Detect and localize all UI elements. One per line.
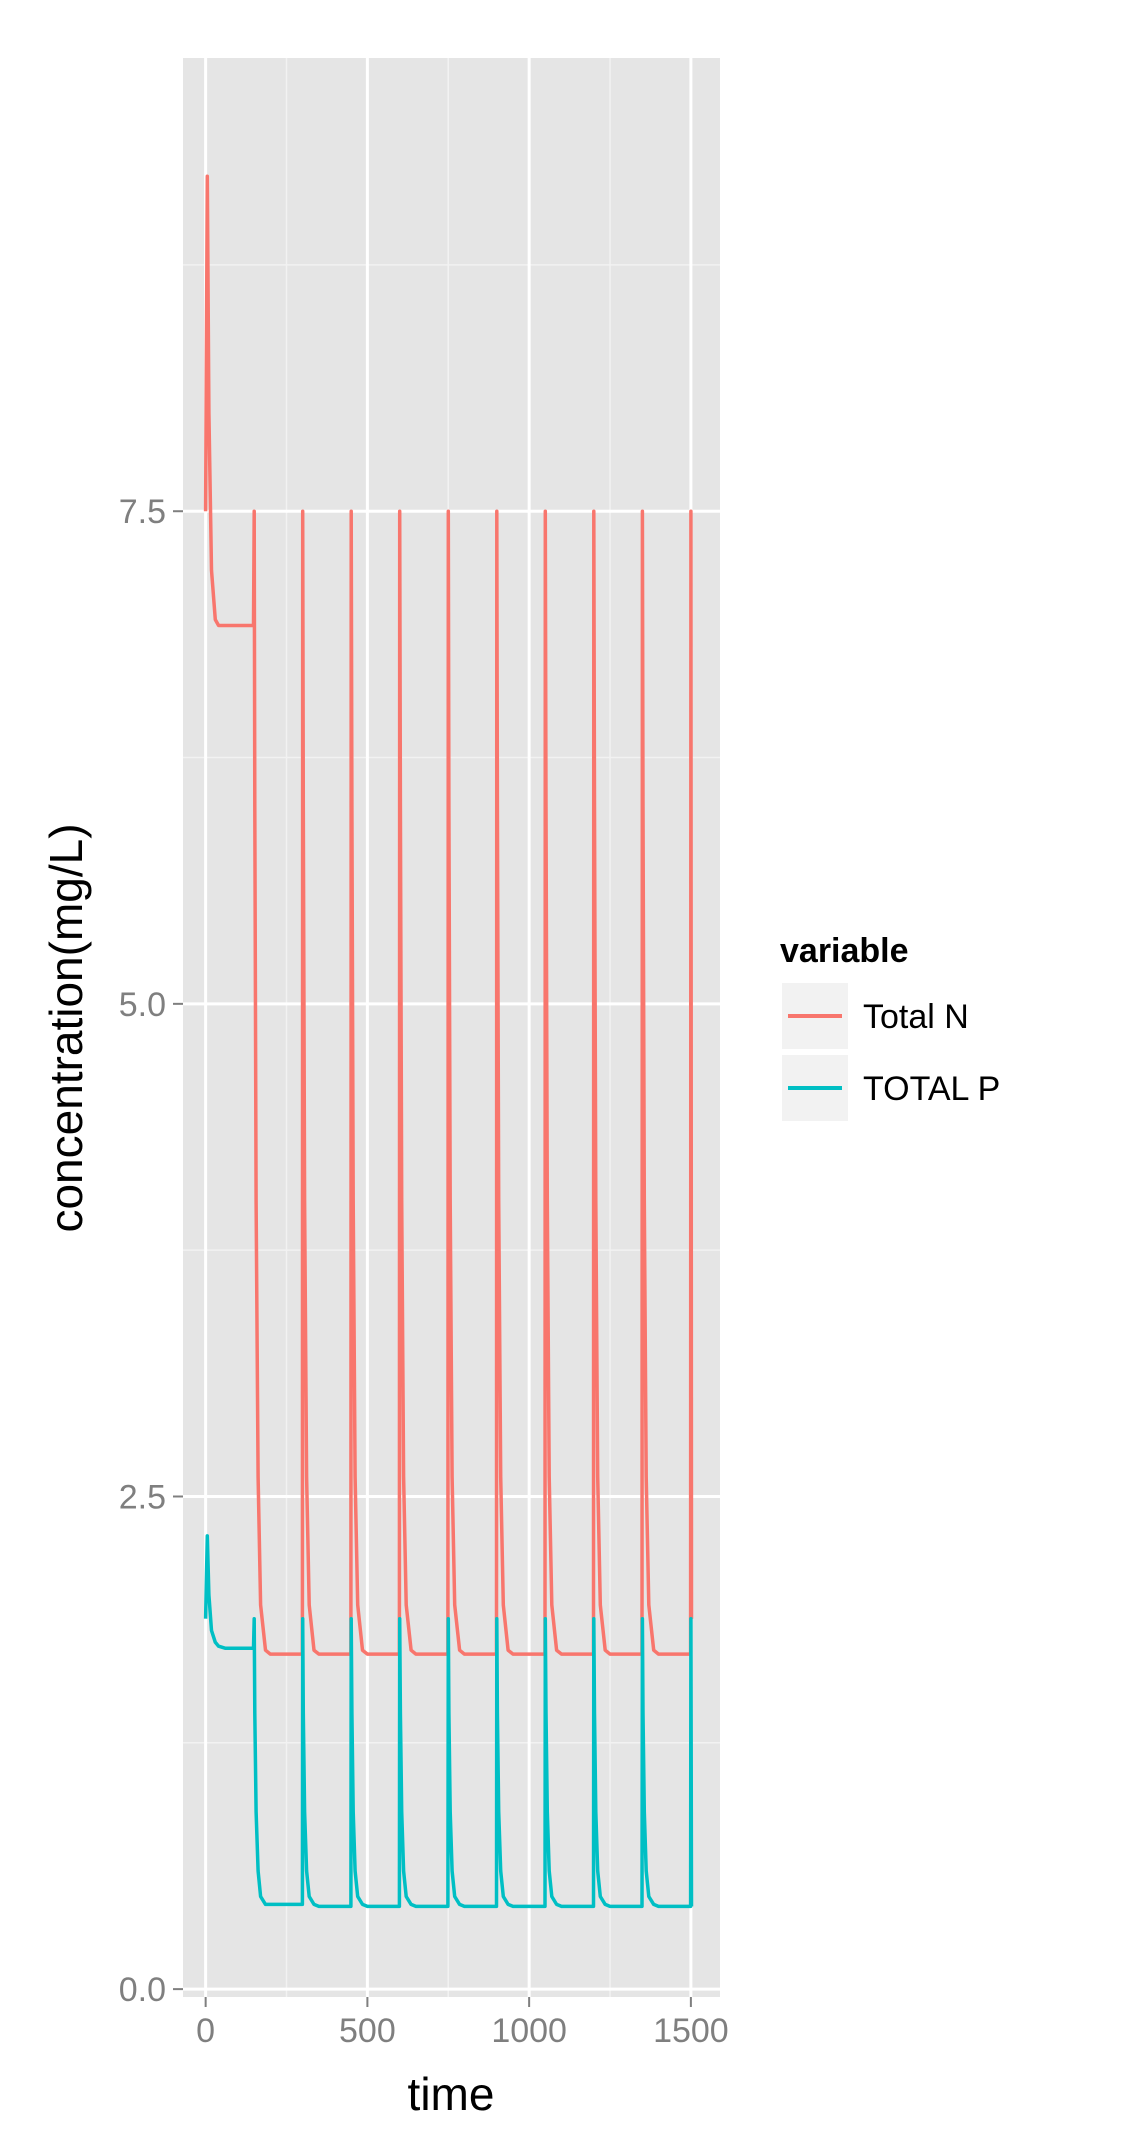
x-tick-label: 0 (196, 2012, 215, 2050)
x-axis: 0 500 1000 1500 (196, 1997, 729, 2050)
y-axis: 0.0 2.5 5.0 7.5 (119, 493, 183, 2009)
y-tick-label: 0.0 (119, 1971, 166, 2009)
legend-entry-total-n: Total N (780, 981, 969, 1051)
legend-label-total-n: Total N (863, 998, 969, 1036)
x-tick-label: 1500 (653, 2012, 729, 2050)
series-line-total-p (203, 1534, 694, 1909)
x-axis-title: time (408, 2068, 495, 2120)
x-tick-label: 1000 (491, 2012, 567, 2050)
legend-entry-total-p: TOTAL P (780, 1053, 1000, 1123)
plot-panel (183, 58, 720, 1997)
y-tick-label: 2.5 (119, 1478, 166, 1516)
y-tick-label: 7.5 (119, 493, 166, 531)
series-layer (203, 174, 694, 1909)
legend-label-total-p: TOTAL P (863, 1070, 1000, 1108)
x-tick-label: 500 (339, 2012, 396, 2050)
legend: variable Total N TOTAL P (780, 932, 1000, 1123)
y-tick-label: 5.0 (119, 986, 166, 1024)
legend-title: variable (780, 932, 909, 970)
y-axis-title: concentration(mg/L) (40, 823, 92, 1232)
series-line-total-n (203, 174, 694, 1656)
